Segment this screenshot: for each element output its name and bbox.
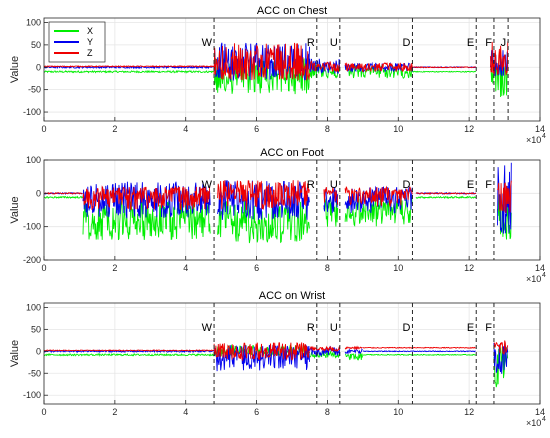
marker-label-d: D [403, 179, 411, 191]
y-tick-label: 0 [36, 346, 41, 356]
x-tick-label: 14 [535, 407, 545, 417]
series-group [44, 41, 509, 98]
subplot-title: ACC on Wrist [259, 290, 325, 302]
y-tick-label: 50 [31, 324, 41, 334]
marker-label-j: J [501, 37, 507, 49]
x-tick-label: 14 [535, 263, 545, 273]
x-exponent-label: ×10 [526, 418, 541, 428]
x-tick-label: 4 [183, 263, 188, 273]
marker-label-u: U [330, 37, 338, 49]
marker-label-f: F [485, 37, 492, 49]
marker-label-r: R [307, 322, 315, 334]
marker-label-u: U [330, 322, 338, 334]
y-tick-label: -100 [23, 222, 41, 232]
marker-label-f: F [485, 322, 492, 334]
marker-label-w: W [202, 179, 213, 191]
marker-label-e: E [467, 322, 474, 334]
y-tick-label: 50 [31, 40, 41, 50]
x-tick-label: 10 [393, 407, 403, 417]
x-exponent-power: 4 [542, 272, 546, 279]
y-tick-label: -50 [28, 368, 41, 378]
series-group [44, 340, 509, 388]
legend-label-z: Z [87, 48, 93, 58]
series-x-line [44, 193, 512, 244]
x-tick-label: 2 [112, 124, 117, 134]
y-tick-label: 100 [26, 155, 41, 165]
subplot-title: ACC on Foot [260, 147, 324, 159]
y-tick-label: 100 [26, 302, 41, 312]
marker-label-e: E [467, 37, 474, 49]
axes-frame [43, 302, 541, 405]
marker-label-w: W [202, 37, 213, 49]
y-tick-label: 100 [26, 17, 41, 27]
x-tick-label: 12 [464, 263, 474, 273]
legend-label-y: Y [87, 37, 93, 47]
y-axis-label: Value [9, 340, 21, 367]
marker-label-e: E [467, 179, 474, 191]
x-tick-label: 6 [254, 124, 259, 134]
y-tick-label: -200 [23, 255, 41, 265]
x-tick-label: 0 [41, 124, 46, 134]
x-tick-label: 4 [183, 407, 188, 417]
subplot-title: ACC on Chest [257, 5, 327, 17]
x-tick-label: 8 [325, 263, 330, 273]
marker-label-d: D [403, 37, 411, 49]
x-tick-label: 0 [41, 407, 46, 417]
x-tick-label: 0 [41, 263, 46, 273]
x-exponent-label: ×10 [526, 274, 541, 284]
series-z-line [44, 340, 509, 362]
x-exponent-power: 4 [542, 416, 546, 423]
y-tick-label: 0 [36, 62, 41, 72]
y-tick-label: -100 [23, 390, 41, 400]
legend: XYZ [48, 21, 106, 63]
x-tick-label: 12 [464, 407, 474, 417]
series-z-line [44, 41, 509, 81]
y-tick-label: -50 [28, 85, 41, 95]
y-tick-label: 0 [36, 188, 41, 198]
x-tick-label: 6 [254, 263, 259, 273]
x-tick-label: 2 [112, 263, 117, 273]
series-z-line [44, 180, 512, 214]
y-axis-label: Value [9, 196, 21, 223]
x-tick-label: 2 [112, 407, 117, 417]
y-tick-label: -100 [23, 107, 41, 117]
x-tick-label: 6 [254, 407, 259, 417]
marker-label-f: F [485, 179, 492, 191]
axes-frame [43, 17, 541, 122]
y-axis-label: Value [9, 56, 21, 83]
series-group [44, 162, 512, 244]
marker-label-r: R [307, 37, 315, 49]
x-tick-label: 12 [464, 124, 474, 134]
marker-label-w: W [202, 322, 213, 334]
x-exponent-label: ×10 [526, 135, 541, 145]
x-tick-label: 10 [393, 263, 403, 273]
x-tick-label: 8 [325, 124, 330, 134]
x-tick-label: 8 [325, 407, 330, 417]
x-tick-label: 4 [183, 124, 188, 134]
x-tick-label: 10 [393, 124, 403, 134]
marker-label-r: R [307, 179, 315, 191]
x-exponent-power: 4 [542, 133, 546, 140]
legend-label-x: X [87, 26, 93, 36]
axes-frame [43, 159, 541, 261]
x-tick-label: 14 [535, 124, 545, 134]
marker-label-d: D [403, 322, 411, 334]
marker-label-u: U [330, 179, 338, 191]
